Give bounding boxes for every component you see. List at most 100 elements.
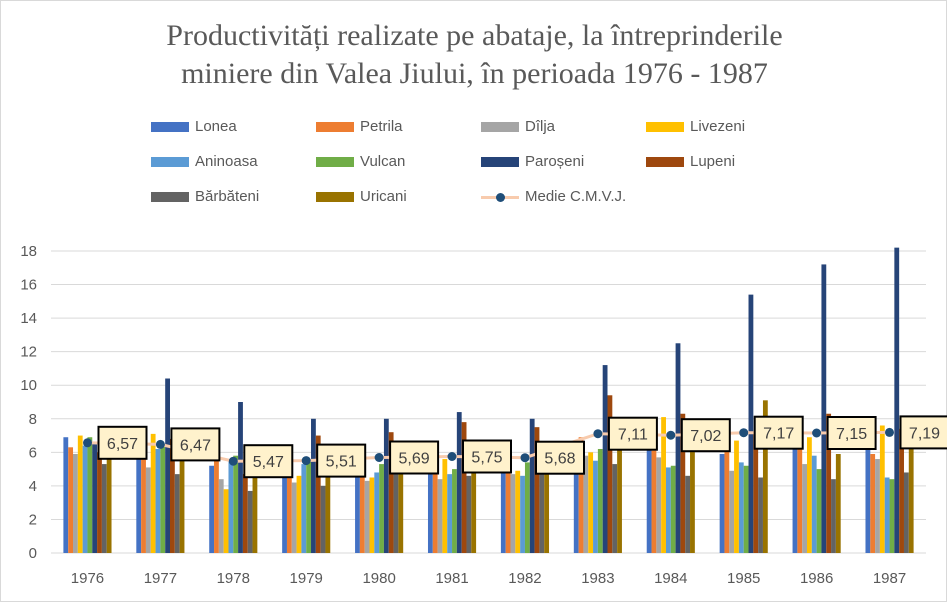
bar — [690, 436, 695, 553]
average-marker — [229, 457, 238, 466]
average-data-label: 5,47 — [253, 454, 284, 471]
bar — [175, 474, 180, 553]
bar — [612, 464, 617, 553]
average-marker — [812, 429, 821, 438]
bar — [865, 447, 870, 553]
bar — [136, 452, 141, 553]
y-tick-label: 12 — [20, 344, 37, 361]
bar — [243, 474, 248, 553]
bar — [593, 461, 598, 553]
bar — [666, 467, 671, 553]
bar — [224, 489, 229, 553]
bar — [360, 476, 365, 553]
bar — [525, 462, 530, 553]
x-tick-label: 1981 — [435, 570, 468, 587]
average-data-label: 5,69 — [399, 451, 430, 468]
average-marker — [302, 456, 311, 465]
bar — [685, 476, 690, 553]
x-tick-label: 1978 — [217, 570, 250, 587]
x-tick-label: 1986 — [800, 570, 833, 587]
average-marker — [739, 428, 748, 437]
average-marker — [593, 429, 602, 438]
bar — [515, 471, 520, 553]
bar — [758, 478, 763, 554]
bar — [598, 449, 603, 553]
bar — [73, 454, 78, 553]
bar — [812, 456, 817, 553]
bar — [321, 486, 326, 553]
x-tick-label: 1980 — [362, 570, 395, 587]
average-marker — [156, 440, 165, 449]
bar — [588, 452, 593, 553]
bar — [92, 442, 97, 553]
bar — [102, 464, 107, 553]
bar — [160, 444, 165, 553]
bar — [180, 447, 185, 553]
average-data-label: 7,02 — [690, 428, 721, 445]
bar — [802, 464, 807, 553]
bar — [282, 474, 287, 553]
bar — [228, 461, 233, 553]
bar — [325, 467, 330, 553]
bar — [301, 464, 306, 553]
bar — [394, 467, 399, 553]
x-tick-label: 1976 — [71, 570, 104, 587]
bar — [384, 419, 389, 553]
bar — [238, 402, 243, 553]
bar — [817, 469, 822, 553]
bar — [831, 479, 836, 553]
y-tick-label: 16 — [20, 277, 37, 294]
bar — [501, 472, 506, 553]
bar — [506, 471, 511, 553]
bar — [739, 462, 744, 553]
bar — [466, 476, 471, 553]
bar — [880, 425, 885, 553]
bar — [165, 379, 170, 553]
bar — [248, 491, 253, 553]
bar — [890, 479, 895, 553]
bar — [78, 436, 83, 553]
y-tick-label: 4 — [29, 478, 37, 495]
bar — [311, 419, 316, 553]
bar — [744, 466, 749, 553]
y-tick-label: 8 — [29, 411, 37, 428]
bar — [652, 451, 657, 553]
bar — [656, 457, 661, 553]
average-data-label: 5,68 — [544, 451, 575, 468]
bar — [219, 479, 224, 553]
x-tick-label: 1977 — [144, 570, 177, 587]
bar — [233, 456, 238, 553]
average-marker — [885, 428, 894, 437]
bar — [821, 264, 826, 553]
bar — [539, 469, 544, 553]
x-tick-label: 1984 — [654, 570, 687, 587]
bar — [297, 476, 302, 553]
bar — [729, 471, 734, 553]
average-data-label: 5,51 — [326, 454, 357, 471]
bar — [753, 434, 758, 553]
bar — [209, 466, 214, 553]
average-data-label: 7,19 — [909, 425, 940, 442]
bar — [156, 449, 161, 553]
bar — [428, 472, 433, 553]
bar — [511, 474, 516, 553]
bar — [793, 449, 798, 553]
bar — [355, 472, 360, 553]
bar — [894, 248, 899, 553]
bar — [83, 446, 88, 553]
average-marker — [448, 452, 457, 461]
bar — [904, 472, 909, 553]
bar — [647, 447, 652, 553]
bar — [617, 436, 622, 553]
bar — [292, 483, 297, 553]
bar — [452, 469, 457, 553]
y-tick-label: 10 — [20, 377, 37, 394]
average-marker — [666, 431, 675, 440]
bar — [141, 452, 146, 553]
y-tick-label: 2 — [29, 511, 37, 528]
bar — [720, 454, 725, 553]
x-tick-label: 1979 — [290, 570, 323, 587]
x-tick-label: 1983 — [581, 570, 614, 587]
